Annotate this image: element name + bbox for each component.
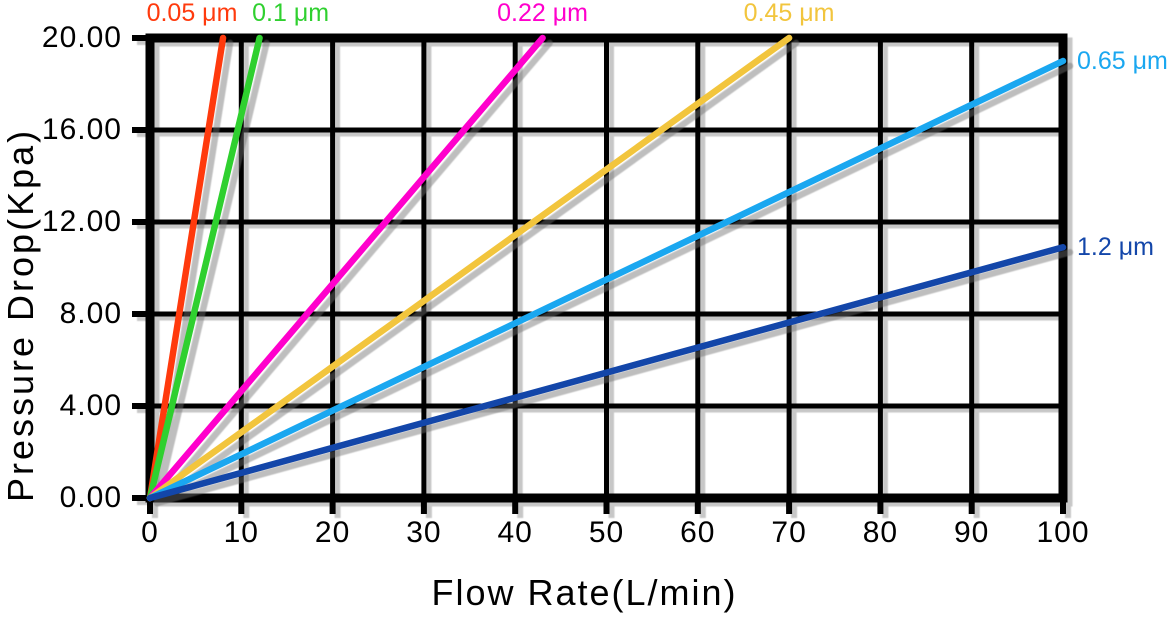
y-tick-label: 16.00 — [41, 113, 122, 146]
series-label-0.22um: 0.22 μm — [497, 0, 588, 27]
series-line-1.2um — [146, 244, 1067, 502]
x-tick-label: 40 — [497, 516, 533, 549]
y-tick-label: 0.00 — [59, 481, 122, 514]
series-line-0.65um — [146, 57, 1067, 502]
x-tick-label: 20 — [314, 516, 351, 549]
x-tick-label: 50 — [588, 516, 625, 549]
x-tick-label: 100 — [1036, 516, 1090, 549]
series-label-0.1um: 0.1 μm — [252, 0, 330, 27]
x-tick-label: 0 — [141, 516, 159, 549]
axis-frame — [145, 33, 1068, 503]
series-label-1.2um: 1.2 μm — [1077, 233, 1154, 262]
series-label-0.05um: 0.05 μm — [146, 0, 238, 27]
y-tick-label: 12.00 — [41, 205, 122, 238]
y-tick-label: 8.00 — [59, 297, 122, 330]
series-label-0.45um: 0.45 μm — [743, 0, 835, 27]
series-lines — [146, 34, 1067, 502]
y-tick-label: 4.00 — [59, 389, 122, 422]
x-tick-label: 80 — [862, 516, 899, 549]
series-line-0.05um — [146, 34, 227, 502]
series-line-0.22um — [146, 34, 546, 502]
x-tick-label: 60 — [680, 516, 716, 549]
x-tick-label: 90 — [954, 516, 990, 549]
x-tick-label: 10 — [223, 516, 259, 549]
series-line-0.1um — [146, 34, 263, 502]
series-label-0.65um: 0.65 μm — [1077, 47, 1168, 75]
y-tick-label: 20.00 — [41, 21, 122, 54]
x-tick-label: 30 — [406, 516, 442, 549]
x-axis-title: Flow Rate(L/min) — [431, 572, 738, 613]
grid — [132, 33, 1068, 514]
x-tick-label: 70 — [771, 516, 807, 549]
series-line-0.45um — [146, 34, 793, 502]
